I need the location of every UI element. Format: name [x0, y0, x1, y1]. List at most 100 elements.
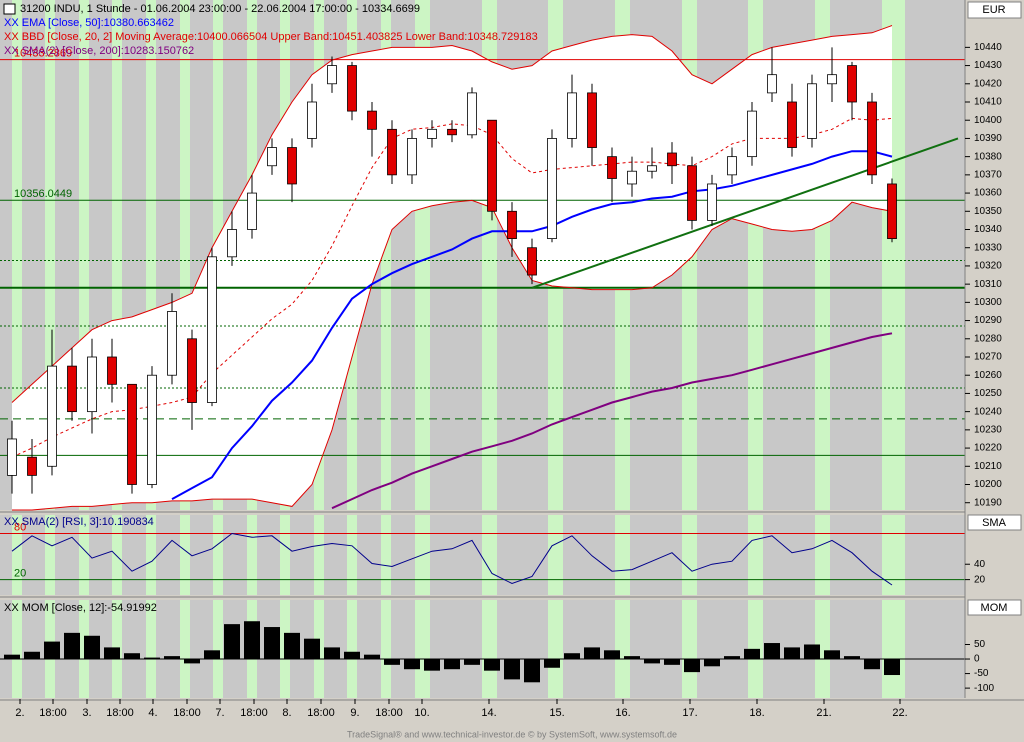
bar [884, 659, 900, 676]
session-stripe [247, 515, 257, 595]
session-stripe [615, 600, 630, 698]
x-tick-label: 18:00 [375, 707, 403, 719]
y-tick-label: 10430 [974, 60, 1002, 71]
panel-label: MOM [981, 602, 1008, 614]
bar [184, 659, 200, 664]
bar [224, 624, 240, 660]
y-tick-label: 10280 [974, 333, 1002, 344]
bar [384, 659, 400, 665]
panel-box [967, 514, 1022, 531]
y-tick-label: 50 [974, 639, 986, 650]
session-stripe [682, 600, 697, 698]
candle-body [807, 83, 817, 139]
session-stripe [314, 515, 324, 595]
legend-entry: XX BBD [Close, 20, 2] Moving Average:104… [4, 31, 538, 43]
candle-body [527, 247, 537, 276]
bar [84, 635, 100, 660]
y-tick-label: 10250 [974, 388, 1002, 399]
bar [524, 659, 540, 683]
session-stripe [682, 515, 697, 595]
y-tick-label: 10190 [974, 497, 1002, 508]
candle-body [647, 165, 657, 172]
session-stripe [381, 515, 391, 595]
session-stripe [112, 515, 122, 595]
bar [64, 632, 80, 660]
bar [144, 657, 160, 660]
chart-title: 31200 INDU, 1 Stunde - 01.06.2004 23:00:… [20, 3, 420, 15]
level-label: 80 [14, 521, 26, 533]
candle-body [507, 210, 517, 240]
legend-entry: XX EMA [Close, 50]:10380.663462 [4, 17, 174, 29]
y-tick-label: 10200 [974, 479, 1002, 490]
x-tick-label: 4. [148, 707, 157, 719]
y-tick-label: -100 [974, 683, 994, 694]
y-tick-label: 10330 [974, 242, 1002, 253]
bar [304, 638, 320, 660]
y-tick-label: 10230 [974, 424, 1002, 435]
candle-body [207, 256, 217, 403]
bar [364, 654, 380, 660]
candle-body [307, 101, 317, 139]
candle-body [407, 138, 417, 176]
candle-body [867, 101, 877, 176]
session-stripe [213, 600, 223, 698]
session-stripe [615, 515, 630, 595]
x-tick-label: 21. [816, 707, 831, 719]
y-tick-label: 10220 [974, 443, 1002, 454]
level-label: 10356.0449 [14, 188, 72, 200]
candle-body [567, 92, 577, 139]
legend-entry: XX SMA(2) [Close, 200]:10283.150762 [4, 45, 194, 57]
y-tick-label: 10410 [974, 97, 1002, 108]
y-tick-label: 10380 [974, 151, 1002, 162]
bar [544, 659, 560, 668]
session-stripe [79, 515, 89, 595]
candle-body [287, 147, 297, 185]
candle-body [627, 170, 637, 185]
panel-box [967, 599, 1022, 616]
bar [424, 659, 440, 671]
y-tick-label: 10310 [974, 279, 1002, 290]
y-tick-label: 10270 [974, 352, 1002, 363]
session-stripe [548, 600, 563, 698]
unit-box [967, 1, 1022, 19]
candle-body [847, 65, 857, 103]
x-tick-label: 3. [82, 707, 91, 719]
bar [44, 641, 60, 660]
x-tick-label: 9. [350, 707, 359, 719]
candle-body [7, 438, 17, 476]
bar [864, 659, 880, 670]
session-stripe [12, 600, 22, 698]
bar [124, 653, 140, 660]
bar [484, 659, 500, 671]
y-tick-label: 10400 [974, 115, 1002, 126]
candle-body [767, 74, 777, 94]
bar [344, 651, 360, 660]
candle-body [827, 74, 837, 85]
bar [584, 647, 600, 660]
indicator-line [331, 332, 893, 510]
session-stripe [415, 600, 430, 698]
y-tick-label: 10370 [974, 169, 1002, 180]
session-stripe [381, 0, 391, 510]
y-tick-label: 10350 [974, 206, 1002, 217]
candle-body [427, 128, 437, 139]
x-tick-label: 17. [682, 707, 697, 719]
bar [104, 647, 120, 660]
bar [464, 659, 480, 665]
panel-label: SMA [982, 517, 1007, 529]
axes-layer: 10190 10200 10210 10220 10230 10240 10250 10260… [15, 42, 1002, 719]
bar [504, 659, 520, 680]
y-tick-label: 20 [974, 574, 986, 585]
x-tick-label: 18:00 [173, 707, 201, 719]
bar [564, 653, 580, 660]
candle-body [67, 365, 77, 413]
candle-body [267, 147, 277, 167]
session-stripe [146, 0, 156, 510]
bar [244, 621, 260, 660]
y-tick-label: 10420 [974, 78, 1002, 89]
footer: TradeSignal® and www.technical-investor.… [347, 729, 677, 739]
y-tick-label: 10390 [974, 133, 1002, 144]
session-stripe [347, 515, 357, 595]
session-stripe [482, 600, 497, 698]
